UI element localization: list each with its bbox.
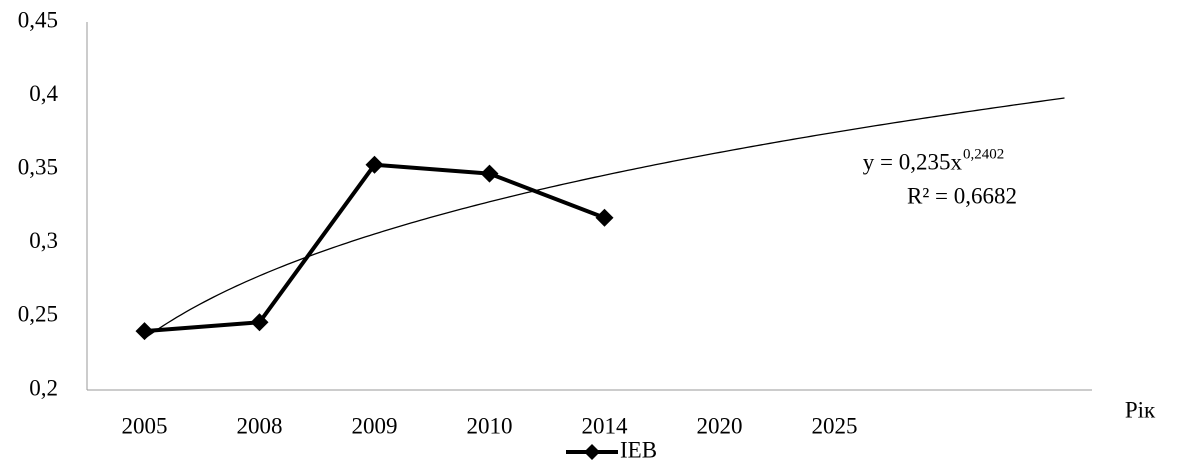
y-tick-label: 0,25 [18,302,58,327]
data-point [135,322,154,341]
trend-r2: R² = 0,6682 [907,183,1017,208]
series-line [144,162,606,334]
y-tick-label: 0,3 [29,228,58,253]
x-tick-label: 2025 [812,413,858,438]
y-tick-label: 0,2 [29,375,58,400]
trend-equation: y = 0,235x [863,149,963,174]
data-point [480,164,499,183]
legend-marker [584,444,600,460]
x-tick-label: 2005 [122,413,168,438]
x-tick-label: 2010 [467,413,513,438]
data-point [365,155,384,174]
y-tick-label: 0,35 [18,154,58,179]
y-tick-label: 0,45 [18,7,58,32]
trend-exponent: 0,2402 [963,146,1004,162]
x-tick-label: 2009 [352,413,398,438]
x-axis-label: Рік [1125,397,1156,422]
y-tick-label: 0,4 [29,81,58,106]
x-tick-label: 2014 [582,413,629,438]
trendline [144,97,1065,340]
x-tick-label: 2020 [697,413,743,438]
x-tick-label: 2008 [237,413,283,438]
data-point [250,313,269,332]
data-point [595,208,614,227]
legend-label: IEB [620,437,657,462]
